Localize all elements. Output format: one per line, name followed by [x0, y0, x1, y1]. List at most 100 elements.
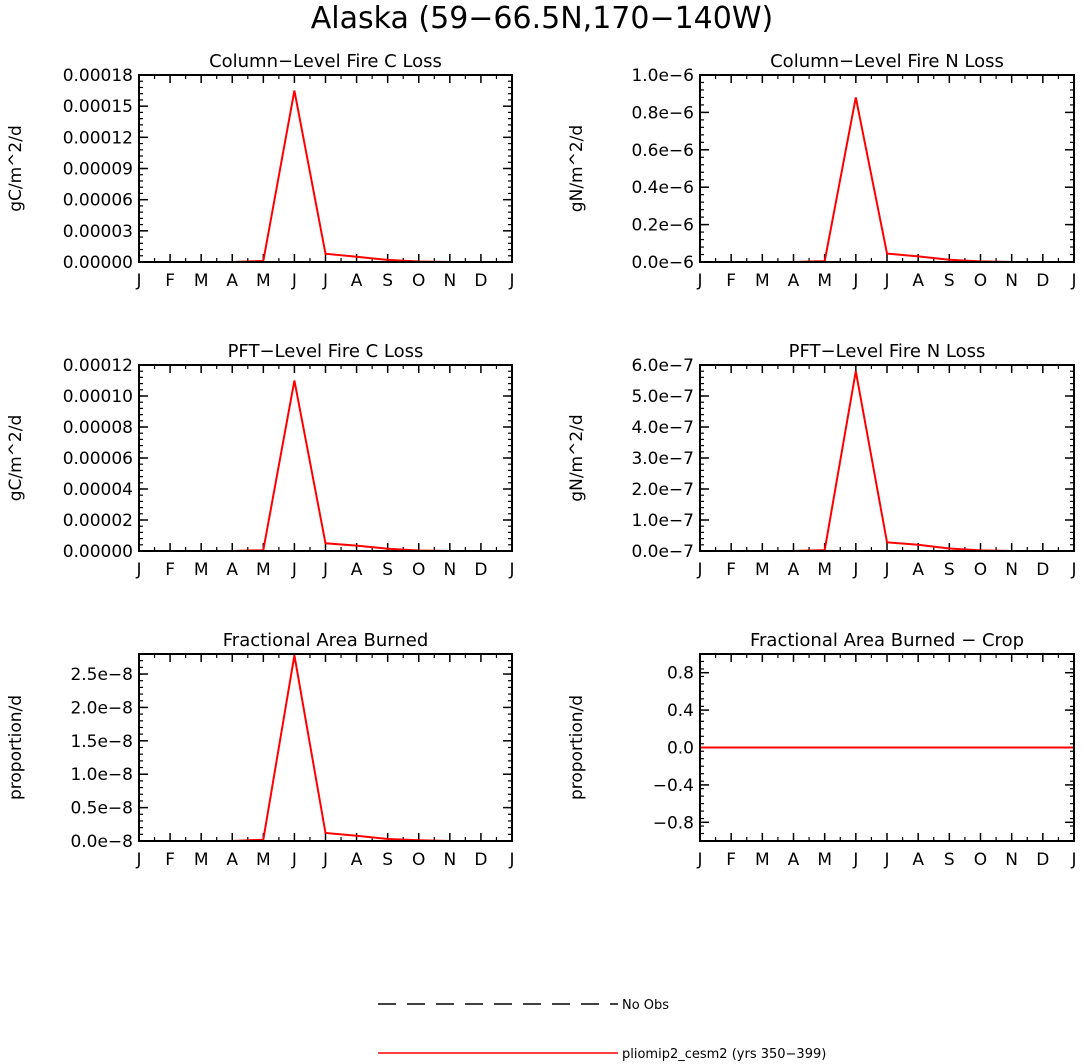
x-tick-label: J: [852, 560, 858, 580]
x-tick-label: D: [1036, 850, 1049, 870]
y-tick-label: 0.00008: [63, 418, 133, 438]
x-tick-label: M: [256, 850, 271, 870]
x-tick-label: M: [817, 850, 832, 870]
y-tick-label: −0.8: [653, 813, 694, 833]
x-tick-label: A: [788, 560, 800, 580]
legend-label-no-obs: No Obs: [622, 998, 669, 1013]
y-tick-label: 1.5e−8: [70, 732, 133, 752]
series-line: [700, 97, 1074, 263]
x-tick-label: M: [194, 271, 209, 291]
x-tick-label: J: [883, 850, 889, 870]
x-tick-label: M: [817, 271, 832, 291]
series-line: [139, 655, 512, 842]
x-tick-label: J: [883, 271, 889, 291]
figure-title: Alaska (59−66.5N,170−140W): [311, 1, 773, 36]
x-tick-label: F: [726, 850, 736, 870]
x-tick-label: F: [726, 560, 736, 580]
x-tick-label: F: [165, 560, 175, 580]
y-tick-label: 0.00006: [63, 449, 133, 469]
x-tick-label: F: [165, 850, 175, 870]
y-tick-label: 0.00015: [63, 97, 133, 117]
x-tick-label: M: [817, 560, 832, 580]
panels: J F M A M J J A S O N D J0.000000.000030.000060.0000…: [6, 51, 1077, 870]
panel-title: Column−Level Fire C Loss: [209, 51, 442, 72]
y-tick-label: 0.0e−8: [70, 832, 133, 852]
y-tick-label: 0.00012: [63, 356, 133, 376]
x-tick-label: M: [755, 850, 770, 870]
y-tick-label: 5.0e−7: [631, 387, 694, 407]
x-tick-label: A: [912, 560, 924, 580]
y-tick-label: 1.0e−8: [70, 765, 133, 785]
y-tick-label: 0.00010: [63, 387, 133, 407]
panel-6: J F M A M J J A S O N D J−0.8−0.40.00.40.8Fractional…: [567, 630, 1077, 870]
series-line: [139, 380, 512, 552]
y-tick-label: 0.00012: [63, 128, 133, 148]
x-tick-label: N: [1005, 560, 1018, 580]
y-tick-label: 2.0e−8: [70, 698, 133, 718]
plot-frame: [138, 364, 513, 552]
x-tick-label: A: [226, 560, 238, 580]
y-tick-label: 0.8: [667, 664, 694, 684]
x-tick-label: A: [351, 560, 363, 580]
y-tick-label: 0.0e−7: [631, 542, 694, 562]
x-tick-label: J: [291, 560, 297, 580]
y-tick-label: −0.4: [653, 776, 694, 796]
x-tick-label: O: [412, 850, 425, 870]
x-tick-label: M: [755, 560, 770, 580]
y-tick-label: 6.0e−7: [631, 356, 694, 376]
x-tick-label: S: [382, 271, 393, 291]
y-tick-label: 0.00004: [63, 480, 133, 500]
x-tick-label: O: [974, 560, 987, 580]
x-tick-label: J: [696, 560, 702, 580]
y-tick-label: 0.4: [667, 701, 694, 721]
x-tick-label: A: [788, 271, 800, 291]
y-tick-label: 0.5e−8: [70, 799, 133, 819]
x-tick-label: A: [351, 271, 363, 291]
x-tick-label: S: [382, 560, 393, 580]
x-tick-label: M: [194, 560, 209, 580]
x-tick-label: O: [974, 271, 987, 291]
y-tick-label: 2.5e−8: [70, 665, 133, 685]
y-tick-label: 1.0e−6: [631, 66, 694, 86]
y-tick-label: 0.00009: [63, 160, 133, 180]
panel-title: PFT−Level Fire C Loss: [228, 341, 424, 362]
y-tick-label: 0.2e−6: [631, 216, 694, 236]
y-tick-label: 0.00003: [63, 222, 133, 242]
x-tick-label: A: [226, 850, 238, 870]
x-tick-label: J: [135, 850, 141, 870]
x-tick-label: N: [1005, 271, 1018, 291]
series-line: [700, 371, 1074, 552]
x-tick-label: N: [443, 850, 456, 870]
x-tick-label: S: [944, 850, 955, 870]
y-tick-label: 0.00000: [63, 542, 133, 562]
panel-1: J F M A M J J A S O N D J0.000000.000030.000060.0000…: [6, 51, 515, 291]
x-tick-label: J: [508, 850, 514, 870]
x-tick-label: D: [474, 271, 487, 291]
plot-frame: [699, 74, 1075, 263]
x-tick-label: D: [1036, 560, 1049, 580]
x-tick-label: J: [1070, 850, 1076, 870]
plot-frame: [138, 653, 513, 842]
legend: No Obs pliomip2_cesm2 (yrs 350−399): [378, 998, 826, 1062]
x-tick-label: A: [912, 271, 924, 291]
x-tick-label: S: [382, 850, 393, 870]
y-tick-label: 0.00002: [63, 511, 133, 531]
x-tick-label: J: [322, 560, 328, 580]
x-tick-label: J: [696, 271, 702, 291]
plot-frame: [699, 653, 1075, 842]
y-tick-label: 1.0e−7: [631, 511, 694, 531]
x-tick-label: D: [474, 850, 487, 870]
x-tick-label: J: [508, 560, 514, 580]
x-tick-label: J: [852, 271, 858, 291]
y-axis-label: gN/m^2/d: [567, 414, 587, 501]
x-tick-label: J: [508, 271, 514, 291]
plot-frame: [699, 364, 1075, 552]
x-tick-label: J: [322, 850, 328, 870]
x-tick-label: J: [1070, 271, 1076, 291]
panel-4: J F M A M J J A S O N D J0.0e−71.0e−72.0e−73.0e−74.0…: [567, 341, 1077, 580]
y-tick-label: 0.4e−6: [631, 178, 694, 198]
panel-3: J F M A M J J A S O N D J0.000000.000020.000040.0000…: [6, 341, 515, 580]
x-tick-label: J: [291, 850, 297, 870]
y-tick-label: 0.0: [667, 739, 694, 759]
